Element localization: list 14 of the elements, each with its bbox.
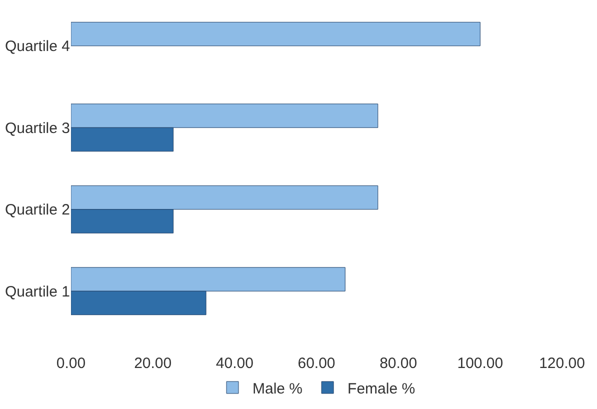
x-tick-label: 20.00 — [134, 355, 172, 372]
bar — [71, 22, 480, 46]
x-tick-label: 40.00 — [216, 355, 254, 372]
x-tick-label: 0.00 — [56, 355, 86, 372]
x-tick-label: 100.00 — [457, 355, 504, 372]
legend-label: Female % — [348, 380, 416, 398]
y-tick-label: Quartile 1 — [4, 283, 70, 300]
y-tick-label: Quartile 2 — [4, 202, 70, 219]
y-tick-label: Quartile 3 — [4, 120, 70, 137]
x-tick-label: 80.00 — [380, 355, 418, 372]
x-tick-label: 60.00 — [298, 355, 336, 372]
legend-label: Male % — [252, 380, 303, 398]
y-tick-label: Quartile 4 — [4, 38, 70, 56]
x-tick-label: 120.00 — [539, 355, 585, 372]
